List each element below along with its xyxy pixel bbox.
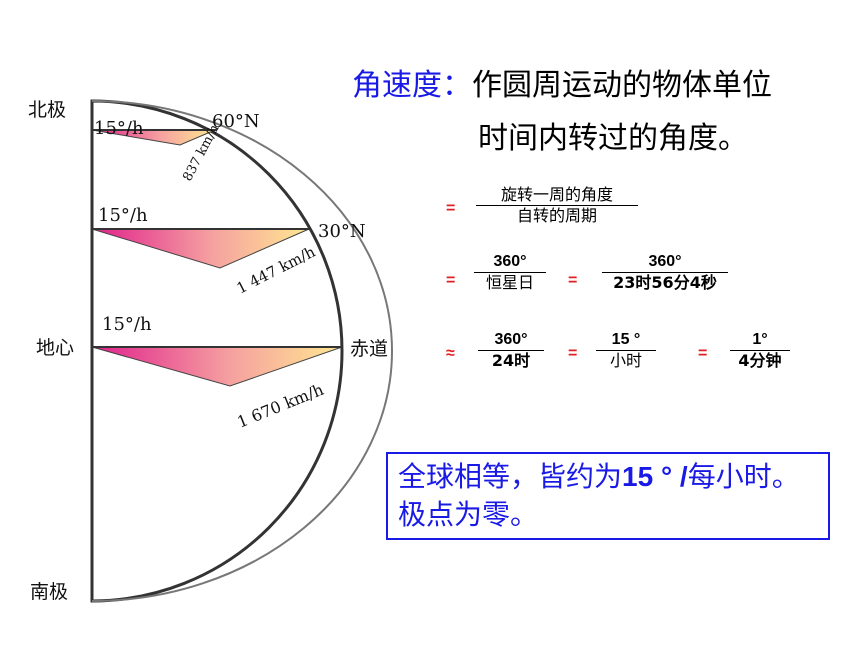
fraction-sidereal-numerator: 360° [493,253,527,270]
fraction-definition-denominator: 自转的周期 [476,205,638,226]
fraction-per-4min: 1° 4分钟 [730,330,790,371]
rate-label-equator: 15°/h [102,314,152,335]
summary-text-2: 每小时。极点为零。 [398,460,800,531]
fraction-sidereal-time-denominator: 23时56分4秒 [602,272,728,293]
fraction-sidereal-denominator: 恒星日 [474,272,546,293]
definition-term: 角速度： [352,68,472,103]
fraction-24h: 360° 24时 [478,330,544,371]
fraction-sidereal: 360° 恒星日 [474,252,546,293]
fraction-sidereal-time-numerator: 360° [648,253,682,270]
fraction-definition: 旋转一周的角度 自转的周期 [476,185,638,226]
summary-value: 15 ° / [622,461,688,492]
summary-box: 全球相等，皆约为15 ° /每小时。极点为零。 [386,452,830,540]
speed-label-equator: 1 670 km/h [234,380,326,432]
summary-text-1: 全球相等，皆约为 [398,460,623,493]
earth-center-label: 地心 [36,337,74,359]
fraction-definition-numerator: 旋转一周的角度 [500,185,613,204]
operator-row2-b: = [568,272,578,289]
fraction-per-4min-denominator: 4分钟 [730,350,790,371]
rate-label-30n: 15°/h [98,205,148,226]
rate-label-60n: 15°/h [94,118,144,139]
latitude-label-60n: 60°N [212,111,260,132]
operator-row3-c: = [698,345,708,362]
operator-row3-b: = [568,345,578,362]
definition-text-2: 时间内转过的角度。 [478,121,748,156]
fraction-per-hour-numerator: 15 ° [611,331,641,348]
fraction-per-4min-numerator: 1° [752,331,768,348]
north-pole-label: 北极 [28,99,66,121]
equator-label: 赤道 [350,338,388,360]
fraction-24h-denominator: 24时 [478,350,544,371]
south-pole-label: 南极 [30,581,68,603]
latitude-label-30n: 30°N [318,221,366,242]
sector-equator [91,346,343,387]
operator-row3-a: ≈ [446,345,455,362]
fraction-per-hour-denominator: 小时 [596,350,656,371]
operator-row2-a: = [446,272,456,289]
definition-line-1: 角速度：作圆周运动的物体单位 [352,68,772,104]
fraction-per-hour: 15 ° 小时 [596,330,656,371]
fraction-sidereal-time: 360° 23时56分4秒 [602,252,728,293]
operator-row1: = [446,200,456,217]
fraction-24h-numerator: 360° [494,331,528,348]
inner-meridian [91,100,393,602]
definition-text-1: 作圆周运动的物体单位 [472,68,772,103]
